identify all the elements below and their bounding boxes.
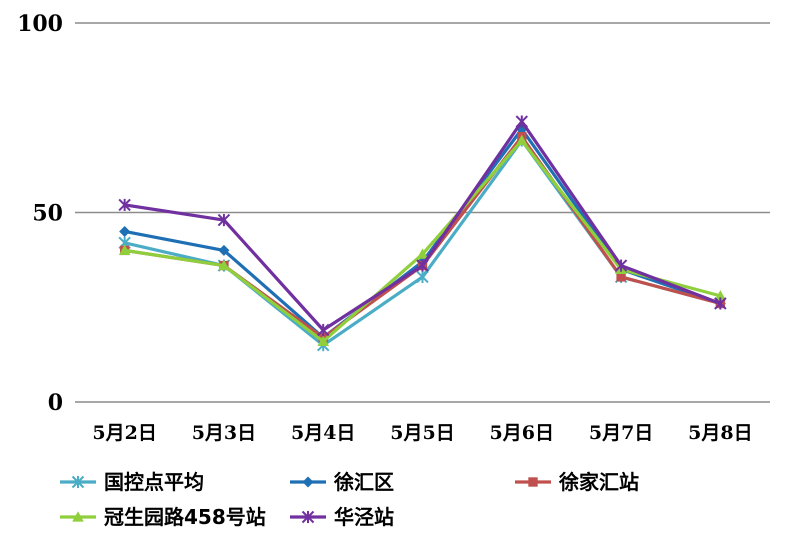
x-tick-label: 5月8日 bbox=[688, 422, 752, 444]
series-5 bbox=[118, 115, 727, 337]
legend-marker bbox=[72, 511, 84, 522]
data-point bbox=[616, 272, 626, 282]
data-point bbox=[119, 225, 131, 237]
series-group bbox=[118, 115, 727, 352]
x-tick-label: 5月7日 bbox=[589, 422, 653, 444]
legend-item: 华泾站 bbox=[290, 505, 394, 529]
x-tick-label: 5月2日 bbox=[92, 422, 156, 444]
series-2 bbox=[119, 123, 726, 344]
x-tick-label: 5月3日 bbox=[192, 422, 256, 444]
legend-item: 徐汇区 bbox=[290, 470, 394, 494]
legend-label: 国控点平均 bbox=[104, 470, 204, 494]
data-point bbox=[714, 297, 727, 310]
data-point bbox=[317, 323, 330, 337]
y-tick-labels: 0 50 100 bbox=[17, 11, 63, 416]
legend-label: 华泾站 bbox=[334, 505, 394, 529]
y-tick-label: 50 bbox=[32, 201, 63, 227]
data-point bbox=[416, 248, 429, 259]
legend-item: 徐家汇站 bbox=[515, 470, 639, 494]
series-line bbox=[124, 119, 721, 332]
legend-marker bbox=[71, 475, 85, 489]
data-point bbox=[317, 335, 329, 346]
legend-label: 徐汇区 bbox=[333, 470, 394, 494]
y-tick-label: 100 bbox=[17, 11, 63, 37]
series-3 bbox=[119, 132, 726, 343]
x-tick-label: 5月6日 bbox=[490, 422, 554, 444]
series-line bbox=[124, 138, 721, 347]
x-tick-label: 5月5日 bbox=[390, 422, 454, 444]
data-point bbox=[416, 259, 429, 272]
data-point bbox=[118, 198, 131, 212]
data-point bbox=[515, 115, 528, 128]
grid-lines bbox=[75, 22, 770, 403]
x-tick-label: 5月4日 bbox=[291, 422, 355, 444]
series-line bbox=[124, 127, 721, 340]
series-line bbox=[124, 135, 721, 340]
data-point bbox=[516, 134, 528, 146]
data-point bbox=[118, 244, 131, 256]
y-tick-label: 0 bbox=[48, 390, 63, 416]
data-point bbox=[217, 213, 231, 227]
data-point bbox=[218, 244, 230, 256]
legend-marker bbox=[301, 510, 315, 524]
legend-label: 徐家汇站 bbox=[558, 470, 639, 494]
data-point bbox=[614, 259, 628, 272]
series-4 bbox=[118, 134, 727, 346]
series-line bbox=[124, 138, 721, 343]
legend-item: 国控点平均 bbox=[60, 470, 204, 494]
data-point bbox=[714, 290, 727, 301]
legend-marker bbox=[528, 477, 538, 487]
legend-label: 冠生园路458号站 bbox=[104, 505, 266, 529]
legend-item: 冠生园路458号站 bbox=[60, 505, 266, 529]
series-1 bbox=[118, 134, 727, 352]
data-point bbox=[416, 270, 429, 284]
data-point bbox=[218, 259, 230, 271]
x-tick-labels: 5月2日 5月3日 5月4日 5月5日 5月6日 5月7日 5月8日 bbox=[92, 422, 752, 444]
legend-marker bbox=[302, 476, 314, 488]
